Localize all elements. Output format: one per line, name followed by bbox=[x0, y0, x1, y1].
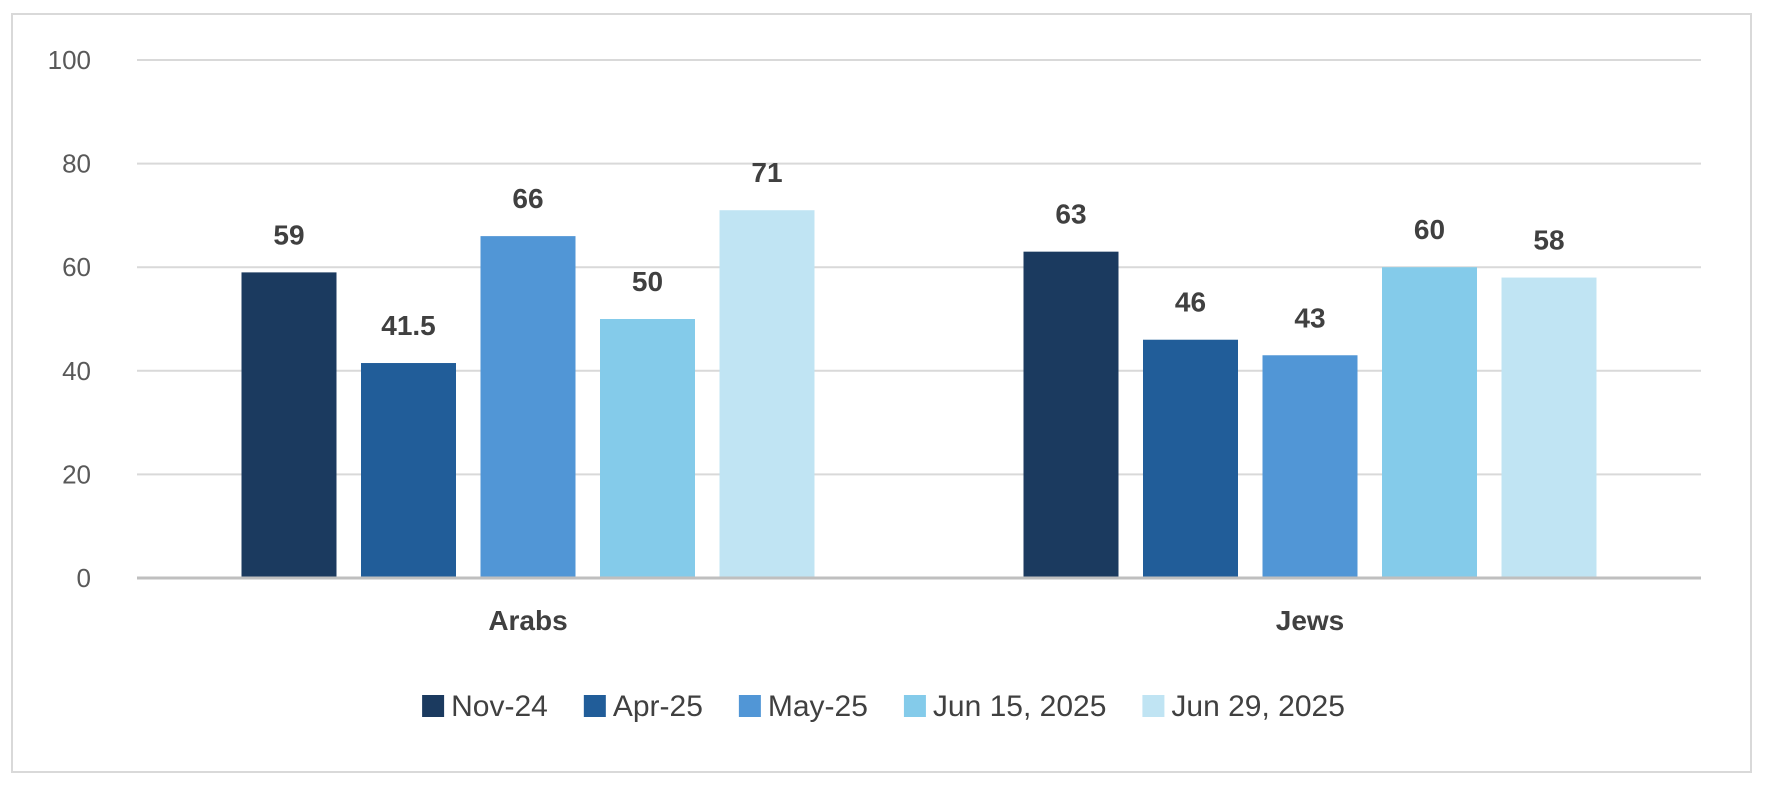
bar-jews-3 bbox=[1382, 267, 1477, 577]
legend-item: Jun 29, 2025 bbox=[1142, 690, 1345, 723]
legend-item: Apr-25 bbox=[583, 690, 703, 723]
legend-swatch bbox=[738, 695, 761, 717]
bar-arabs-2 bbox=[480, 236, 576, 577]
bar-jews-0 bbox=[1023, 251, 1119, 577]
legend-item: May-25 bbox=[738, 690, 868, 723]
legend-item: Nov-24 bbox=[422, 690, 548, 723]
category-label: Jews bbox=[1276, 605, 1345, 636]
legend-swatch bbox=[583, 695, 606, 717]
bar-jews-2 bbox=[1262, 355, 1358, 577]
category-labels: Arabs Jews bbox=[488, 605, 1344, 636]
legend-label: May-25 bbox=[768, 690, 868, 723]
data-label: 59 bbox=[273, 219, 304, 250]
bar-jews-1 bbox=[1143, 339, 1238, 577]
data-labels: 59 41.5 66 50 71 63 46 43 60 58 bbox=[273, 157, 1564, 341]
data-label: 46 bbox=[1175, 287, 1206, 318]
data-label: 50 bbox=[632, 266, 663, 297]
data-label: 63 bbox=[1055, 199, 1086, 230]
bar-arabs-0 bbox=[241, 272, 337, 577]
y-tick-label: 100 bbox=[48, 45, 91, 75]
data-label: 43 bbox=[1294, 302, 1325, 333]
legend-swatch bbox=[1142, 695, 1165, 717]
data-label: 58 bbox=[1533, 225, 1564, 256]
chart-frame: 0 20 40 60 80 100 59 41.5 66 50 71 63 46 43 60 58 Arab… bbox=[11, 13, 1752, 773]
bar-jews-4 bbox=[1501, 277, 1597, 577]
data-label: 71 bbox=[751, 157, 782, 188]
legend: Nov-24 Apr-25 May-25 Jun 15, 2025 Jun 29, 20… bbox=[422, 690, 1345, 723]
bar-arabs-1 bbox=[361, 363, 456, 577]
bar-arabs-3 bbox=[600, 319, 695, 577]
data-label: 66 bbox=[512, 183, 543, 214]
y-tick-label: 0 bbox=[77, 563, 91, 593]
y-tick-label: 60 bbox=[62, 252, 91, 282]
data-label: 41.5 bbox=[381, 310, 436, 341]
legend-label: Jun 29, 2025 bbox=[1171, 690, 1344, 723]
y-tick-label: 80 bbox=[62, 149, 91, 179]
legend-swatch bbox=[422, 695, 445, 717]
data-label: 60 bbox=[1414, 214, 1445, 245]
y-tick-label: 40 bbox=[62, 356, 91, 386]
legend-label: Apr-25 bbox=[613, 690, 703, 723]
bar-arabs-4 bbox=[719, 210, 815, 577]
legend-label: Jun 15, 2025 bbox=[933, 690, 1106, 723]
bar-chart: 0 20 40 60 80 100 59 41.5 66 50 71 63 46 43 60 58 Arab… bbox=[48, 45, 1701, 723]
category-label: Arabs bbox=[488, 605, 567, 636]
y-axis-tick-labels: 0 20 40 60 80 100 bbox=[48, 45, 91, 593]
legend-item: Jun 15, 2025 bbox=[903, 690, 1106, 723]
y-tick-label: 20 bbox=[62, 459, 91, 489]
legend-swatch bbox=[903, 695, 926, 717]
bars bbox=[241, 210, 1597, 577]
legend-label: Nov-24 bbox=[451, 690, 548, 723]
